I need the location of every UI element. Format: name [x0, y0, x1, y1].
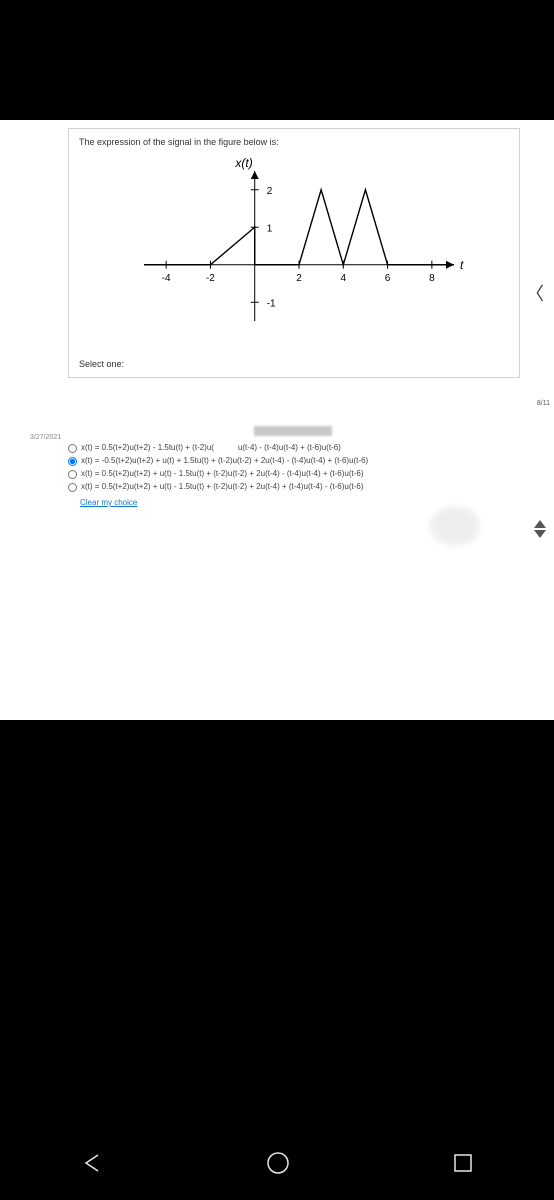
arrow-down-icon[interactable] [534, 530, 546, 538]
answer-option[interactable]: x(t) = 0.5(t+2)u(t+2) + u(t) - 1.5tu(t) … [68, 482, 528, 492]
answer-option[interactable]: x(t) = -0.5(t+2)u(t+2) + u(t) + 1.5tu(t)… [68, 456, 528, 466]
android-nav-bar [0, 1130, 554, 1200]
svg-text:4: 4 [341, 273, 347, 284]
signal-plot: -4 -2 2 4 6 8 -1 1 2 t x(t) [114, 151, 474, 351]
answer-radio[interactable] [68, 470, 77, 479]
answer-extra-text: u(t-4) - (t-4)u(t-4) + (t-6)u(t-6) [238, 443, 341, 452]
question-prompt: The expression of the signal in the figu… [79, 137, 509, 147]
page-progress: 8/11 [537, 400, 550, 407]
svg-text:2: 2 [267, 186, 273, 197]
svg-text:6: 6 [385, 273, 391, 284]
blurred-overlay [430, 506, 480, 546]
answer-text: x(t) = 0.5(t+2)u(t+2) - 1.5tu(t) + (t-2)… [81, 443, 214, 452]
answer-radio[interactable] [68, 483, 77, 492]
svg-text:-1: -1 [267, 298, 276, 309]
status-bar [0, 0, 554, 30]
svg-text:1: 1 [267, 223, 273, 234]
select-one-label: Select one: [79, 359, 509, 369]
webpage-content: The expression of the signal in the figu… [0, 120, 554, 720]
answer-text: x(t) = 0.5(t+2)u(t+2) + u(t) - 1.5tu(t) … [81, 482, 364, 491]
chevron-right-icon[interactable]: 〈 [526, 280, 544, 306]
svg-text:x(t): x(t) [234, 156, 252, 170]
answer-text: x(t) = -0.5(t+2)u(t+2) + u(t) + 1.5tu(t)… [81, 456, 368, 465]
phone-screen: The expression of the signal in the figu… [0, 0, 554, 1200]
scroll-arrows[interactable] [534, 520, 546, 538]
answer-text: x(t) = 0.5(t+2)u(t+2) + u(t) - 1.5tu(t) … [81, 469, 364, 478]
nav-back-button[interactable] [80, 1151, 104, 1180]
svg-text:-2: -2 [206, 273, 215, 284]
svg-text:2: 2 [296, 273, 302, 284]
nav-home-button[interactable] [265, 1150, 291, 1181]
page-date: 3/27/2021 [30, 434, 61, 441]
answer-radio[interactable] [68, 444, 77, 453]
answer-option[interactable]: x(t) = 0.5(t+2)u(t+2) + u(t) - 1.5tu(t) … [68, 469, 528, 479]
nav-recent-button[interactable] [452, 1152, 474, 1179]
signal-chart: -4 -2 2 4 6 8 -1 1 2 t x(t) [79, 151, 509, 351]
answers-panel: x(t) = 0.5(t+2)u(t+2) - 1.5tu(t) + (t-2)… [68, 440, 528, 507]
svg-text:-4: -4 [162, 273, 171, 284]
svg-text:8: 8 [429, 273, 435, 284]
question-panel: The expression of the signal in the figu… [68, 128, 520, 378]
answer-radio[interactable] [68, 457, 77, 466]
answer-option[interactable]: x(t) = 0.5(t+2)u(t+2) - 1.5tu(t) + (t-2)… [68, 443, 528, 453]
arrow-up-icon[interactable] [534, 520, 546, 528]
svg-text:t: t [460, 258, 464, 272]
redacted-region [254, 426, 332, 436]
